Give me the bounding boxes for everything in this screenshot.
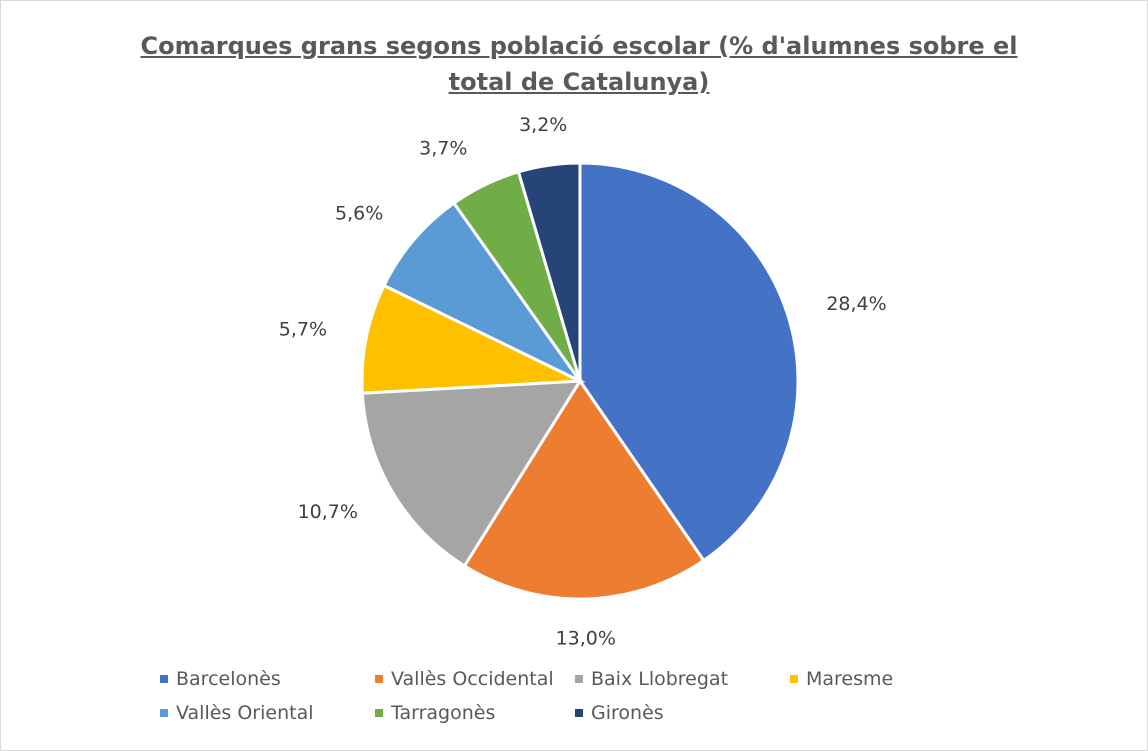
legend-swatch [375, 675, 383, 683]
legend-swatch [160, 709, 168, 717]
legend-swatch [575, 675, 583, 683]
legend-item: Vallès Occidental [375, 668, 575, 690]
legend-item: Maresme [790, 668, 990, 690]
data-label: 3,7% [419, 137, 467, 159]
legend-item: Tarragonès [375, 702, 575, 724]
legend-item: Barcelonès [160, 668, 375, 690]
legend-item: Vallès Oriental [160, 702, 375, 724]
data-label: 28,4% [826, 293, 886, 315]
legend-swatch [160, 675, 168, 683]
legend-label: Vallès Occidental [391, 668, 554, 690]
legend-item: Baix Llobregat [575, 668, 790, 690]
data-label: 5,7% [279, 319, 327, 341]
legend: Barcelonès Vallès Occidental Baix Llobrega… [160, 668, 1020, 724]
pie-slice [516, 161, 582, 382]
legend-swatch [375, 709, 383, 717]
pie-slice [382, 201, 582, 383]
pie-slice [360, 379, 583, 568]
legend-label: Tarragonès [391, 702, 496, 724]
data-label: 5,6% [335, 203, 383, 225]
legend-label: Vallès Oriental [176, 702, 314, 724]
legend-swatch [575, 709, 583, 717]
legend-item: Gironès [575, 702, 790, 724]
legend-label: Gironès [591, 702, 664, 724]
pie-slice [360, 283, 586, 395]
legend-label: Barcelonès [176, 668, 281, 690]
data-label: 10,7% [298, 501, 358, 523]
pie-slice [462, 378, 706, 601]
chart-title: Comarques grans segons població escolar … [140, 32, 1018, 96]
legend-label: Maresme [806, 668, 894, 690]
data-label: 13,0% [556, 627, 616, 649]
pie-slice [578, 161, 800, 563]
data-label: 3,2% [519, 114, 567, 136]
legend-swatch [790, 675, 798, 683]
legend-label: Baix Llobregat [591, 668, 729, 690]
